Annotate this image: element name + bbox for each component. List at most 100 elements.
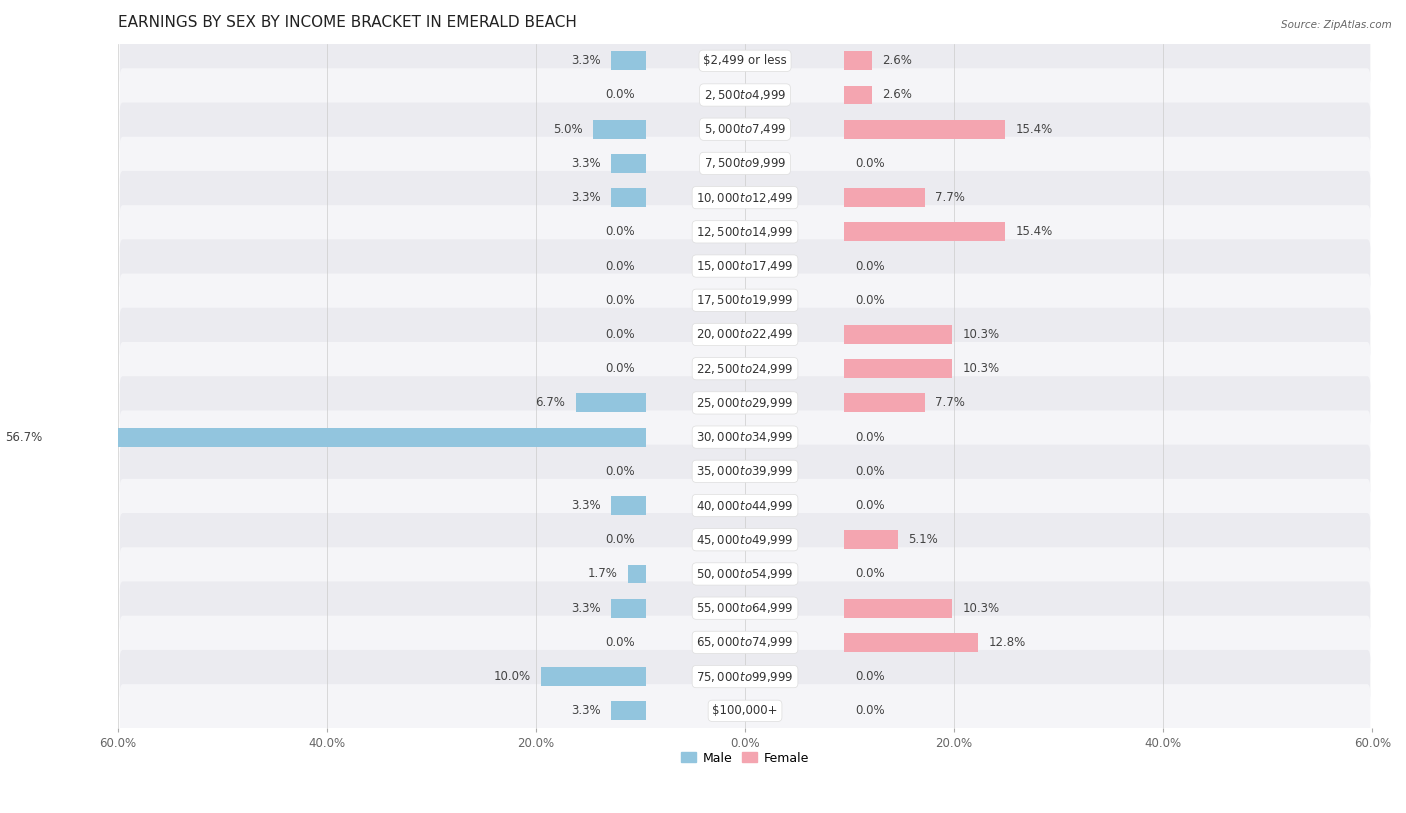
Text: $50,000 to $54,999: $50,000 to $54,999 (696, 567, 794, 581)
Bar (845, 189, 925, 207)
Bar (845, 85, 872, 104)
Text: 0.0%: 0.0% (606, 362, 636, 375)
Bar (575, 393, 645, 412)
Bar (845, 633, 979, 652)
FancyBboxPatch shape (120, 102, 1371, 156)
Bar (612, 189, 645, 207)
Text: 0.0%: 0.0% (606, 225, 636, 238)
Bar (612, 702, 645, 720)
Text: 0.0%: 0.0% (855, 465, 884, 478)
Text: $25,000 to $29,999: $25,000 to $29,999 (696, 396, 793, 410)
FancyBboxPatch shape (120, 171, 1371, 224)
Text: $20,000 to $22,499: $20,000 to $22,499 (696, 328, 794, 341)
Text: 0.0%: 0.0% (606, 328, 636, 341)
Text: Source: ZipAtlas.com: Source: ZipAtlas.com (1281, 20, 1392, 30)
FancyBboxPatch shape (120, 479, 1371, 533)
Text: $40,000 to $44,999: $40,000 to $44,999 (696, 498, 794, 512)
Text: 1.7%: 1.7% (588, 567, 617, 580)
Text: 2.6%: 2.6% (882, 89, 912, 102)
FancyBboxPatch shape (120, 376, 1371, 429)
Text: EARNINGS BY SEX BY INCOME BRACKET IN EMERALD BEACH: EARNINGS BY SEX BY INCOME BRACKET IN EME… (118, 15, 576, 30)
FancyBboxPatch shape (120, 513, 1371, 567)
Text: 3.3%: 3.3% (571, 191, 600, 204)
Text: 7.7%: 7.7% (935, 397, 966, 410)
Bar (845, 223, 1005, 241)
Text: $55,000 to $64,999: $55,000 to $64,999 (696, 601, 794, 615)
Text: 0.0%: 0.0% (855, 157, 884, 170)
Bar (612, 154, 645, 173)
Text: $17,500 to $19,999: $17,500 to $19,999 (696, 293, 794, 307)
FancyBboxPatch shape (120, 445, 1371, 498)
Text: $75,000 to $99,999: $75,000 to $99,999 (696, 670, 794, 684)
Text: 0.0%: 0.0% (855, 499, 884, 512)
Bar (53, 428, 645, 446)
Bar (845, 598, 952, 618)
Bar (845, 120, 1005, 138)
Text: 0.0%: 0.0% (855, 567, 884, 580)
Text: 0.0%: 0.0% (855, 259, 884, 272)
Text: 7.7%: 7.7% (935, 191, 966, 204)
Text: 0.0%: 0.0% (606, 465, 636, 478)
Text: 0.0%: 0.0% (606, 293, 636, 307)
Bar (845, 51, 872, 70)
Text: 0.0%: 0.0% (606, 636, 636, 649)
Text: 3.3%: 3.3% (571, 602, 600, 615)
Bar (612, 51, 645, 70)
FancyBboxPatch shape (120, 205, 1371, 259)
Text: 10.3%: 10.3% (963, 328, 1000, 341)
Bar (593, 120, 645, 138)
FancyBboxPatch shape (120, 581, 1371, 635)
FancyBboxPatch shape (120, 273, 1371, 327)
Text: 0.0%: 0.0% (606, 259, 636, 272)
Text: $22,500 to $24,999: $22,500 to $24,999 (696, 362, 794, 376)
Text: 15.4%: 15.4% (1017, 225, 1053, 238)
Text: $45,000 to $49,999: $45,000 to $49,999 (696, 533, 794, 547)
Text: $15,000 to $17,499: $15,000 to $17,499 (696, 259, 794, 273)
Text: $65,000 to $74,999: $65,000 to $74,999 (696, 636, 794, 650)
Text: 3.3%: 3.3% (571, 704, 600, 717)
Text: $35,000 to $39,999: $35,000 to $39,999 (696, 464, 794, 478)
Text: $7,500 to $9,999: $7,500 to $9,999 (704, 156, 786, 171)
Legend: Male, Female: Male, Female (676, 746, 814, 770)
Text: $100,000+: $100,000+ (713, 704, 778, 717)
Text: $10,000 to $12,499: $10,000 to $12,499 (696, 190, 794, 205)
Text: 15.4%: 15.4% (1017, 123, 1053, 136)
Bar (612, 496, 645, 515)
FancyBboxPatch shape (120, 239, 1371, 293)
Bar (612, 598, 645, 618)
FancyBboxPatch shape (120, 547, 1371, 601)
FancyBboxPatch shape (120, 308, 1371, 361)
Text: 6.7%: 6.7% (536, 397, 565, 410)
Text: 3.3%: 3.3% (571, 157, 600, 170)
FancyBboxPatch shape (120, 342, 1371, 395)
FancyBboxPatch shape (120, 650, 1371, 703)
FancyBboxPatch shape (120, 68, 1371, 122)
Text: $5,000 to $7,499: $5,000 to $7,499 (704, 122, 786, 137)
Bar (845, 530, 897, 549)
Text: $2,500 to $4,999: $2,500 to $4,999 (704, 88, 786, 102)
Text: $30,000 to $34,999: $30,000 to $34,999 (696, 430, 794, 444)
Bar (845, 393, 925, 412)
Text: 0.0%: 0.0% (855, 704, 884, 717)
FancyBboxPatch shape (120, 137, 1371, 190)
Bar (845, 359, 952, 378)
Text: 56.7%: 56.7% (6, 431, 42, 444)
Text: $12,500 to $14,999: $12,500 to $14,999 (696, 225, 794, 239)
Text: 3.3%: 3.3% (571, 54, 600, 67)
FancyBboxPatch shape (120, 411, 1371, 463)
Bar (845, 325, 952, 344)
Text: 10.3%: 10.3% (963, 602, 1000, 615)
FancyBboxPatch shape (120, 684, 1371, 737)
FancyBboxPatch shape (120, 34, 1371, 88)
Text: 10.0%: 10.0% (494, 670, 530, 683)
Text: 2.6%: 2.6% (882, 54, 912, 67)
Text: 3.3%: 3.3% (571, 499, 600, 512)
Bar (628, 564, 645, 584)
Text: 0.0%: 0.0% (855, 431, 884, 444)
Text: 0.0%: 0.0% (606, 89, 636, 102)
Text: 0.0%: 0.0% (855, 293, 884, 307)
Text: 5.0%: 5.0% (554, 123, 583, 136)
Text: 12.8%: 12.8% (988, 636, 1026, 649)
Text: 10.3%: 10.3% (963, 362, 1000, 375)
FancyBboxPatch shape (120, 615, 1371, 669)
